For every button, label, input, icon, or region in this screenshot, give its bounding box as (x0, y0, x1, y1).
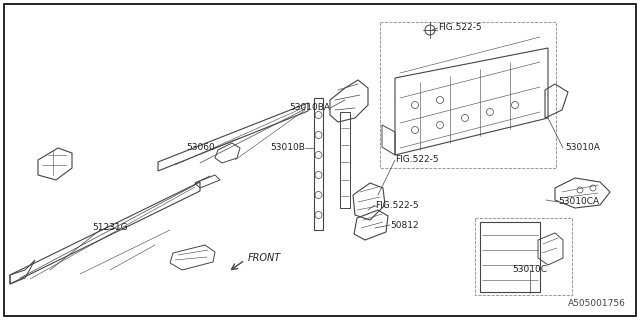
Text: FIG.522-5: FIG.522-5 (375, 201, 419, 210)
Text: 50812: 50812 (390, 220, 419, 229)
Text: 53060: 53060 (186, 143, 215, 153)
Text: 53010A: 53010A (565, 143, 600, 153)
Text: FIG.522-5: FIG.522-5 (395, 156, 438, 164)
Text: 53010CA: 53010CA (558, 197, 599, 206)
Text: A505001756: A505001756 (568, 299, 626, 308)
Text: FRONT: FRONT (248, 253, 281, 263)
Text: 53010BA: 53010BA (289, 103, 330, 113)
Text: 53010B: 53010B (270, 143, 305, 153)
Text: FIG.522-5: FIG.522-5 (438, 23, 482, 33)
Text: 51231G: 51231G (92, 223, 127, 233)
Text: 53010C: 53010C (513, 266, 547, 275)
